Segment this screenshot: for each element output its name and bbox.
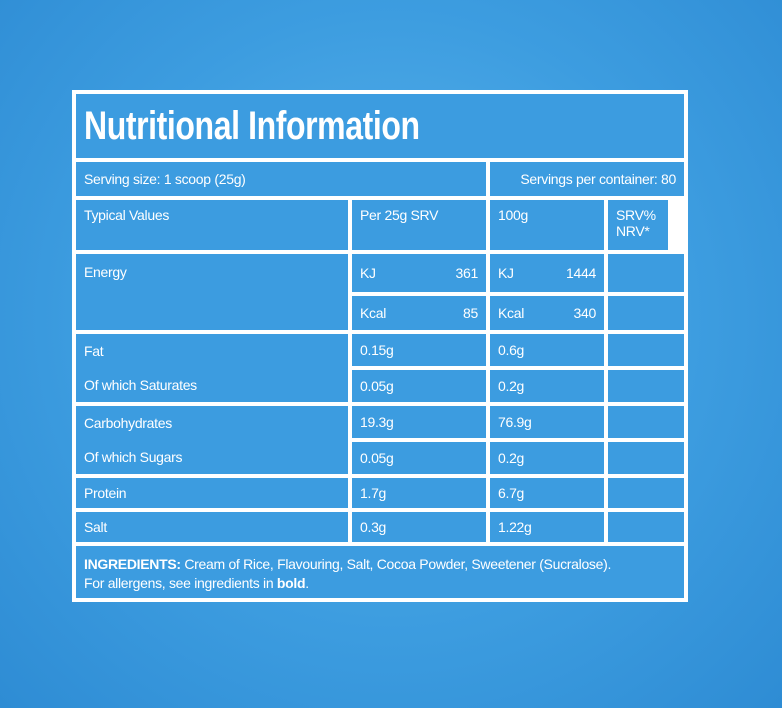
unit: Kcal — [498, 305, 525, 321]
column-header: SRV% NRV* — [608, 200, 668, 250]
per-serving: 0.15g — [352, 334, 486, 366]
nutrient-name: Of which Sugars — [84, 449, 183, 465]
value: 1444 — [566, 265, 596, 281]
energy-cell: KJ 1444 — [490, 254, 604, 292]
allergen-note: For allergens, see ingredients in — [84, 575, 274, 591]
per-serving: 0.05g — [352, 370, 486, 402]
empty-cell — [608, 406, 684, 438]
nutrition-label: Nutritional Information Serving size: 1 … — [72, 90, 688, 602]
empty-cell — [608, 254, 684, 292]
energy-cell: KJ 361 — [352, 254, 486, 292]
per-100g: 0.2g — [490, 370, 604, 402]
unit: Kcal — [360, 305, 387, 321]
per-serving: 19.3g — [352, 406, 486, 438]
per-serving: 0.05g — [352, 442, 486, 474]
title-cell: Nutritional Information — [76, 94, 684, 158]
empty-cell — [608, 370, 684, 402]
per-100g: 6.7g — [490, 478, 604, 508]
empty-cell — [608, 334, 684, 366]
empty-cell — [608, 442, 684, 474]
nutrient-name: Salt — [76, 512, 348, 542]
empty-cell — [608, 296, 684, 330]
per-100g: 1.22g — [490, 512, 604, 542]
per-serving: 1.7g — [352, 478, 486, 508]
value: 85 — [463, 305, 478, 321]
allergen-bold: bold — [276, 575, 306, 591]
column-header: Per 25g SRV — [352, 200, 486, 250]
title: Nutritional Information — [84, 103, 420, 148]
column-header: 100g — [490, 200, 604, 250]
per-100g: 0.6g — [490, 334, 604, 366]
ingredients-heading: INGREDIENTS: — [84, 556, 181, 572]
allergen-end: . — [305, 575, 309, 591]
nutrient-name: Of which Saturates — [84, 377, 197, 393]
per-100g: 76.9g — [490, 406, 604, 438]
value: 361 — [455, 265, 479, 281]
nutrient-name-cell: Carbohydrates Of which Sugars — [76, 406, 348, 474]
nutrient-name-cell: Fat Of which Saturates — [76, 334, 348, 402]
nutrient-name: Protein — [76, 478, 348, 508]
energy-label: Energy — [76, 254, 348, 330]
nutrient-name: Fat — [84, 343, 104, 359]
energy-cell: Kcal 85 — [352, 296, 486, 330]
empty-cell — [608, 478, 684, 508]
energy-cell: Kcal 340 — [490, 296, 604, 330]
empty-cell — [608, 512, 684, 542]
servings-per-container: Servings per container: 80 — [490, 162, 684, 196]
unit: KJ — [498, 265, 514, 281]
unit: KJ — [360, 265, 376, 281]
per-serving: 0.3g — [352, 512, 486, 542]
per-100g: 0.2g — [490, 442, 604, 474]
nutrient-name: Carbohydrates — [84, 415, 172, 431]
value: 340 — [573, 305, 597, 321]
column-header: Typical Values — [76, 200, 348, 250]
ingredients: INGREDIENTS: Cream of Rice, Flavouring, … — [76, 546, 684, 598]
serving-size: Serving size: 1 scoop (25g) — [76, 162, 486, 196]
ingredients-text: Cream of Rice, Flavouring, Salt, Cocoa P… — [184, 556, 612, 572]
